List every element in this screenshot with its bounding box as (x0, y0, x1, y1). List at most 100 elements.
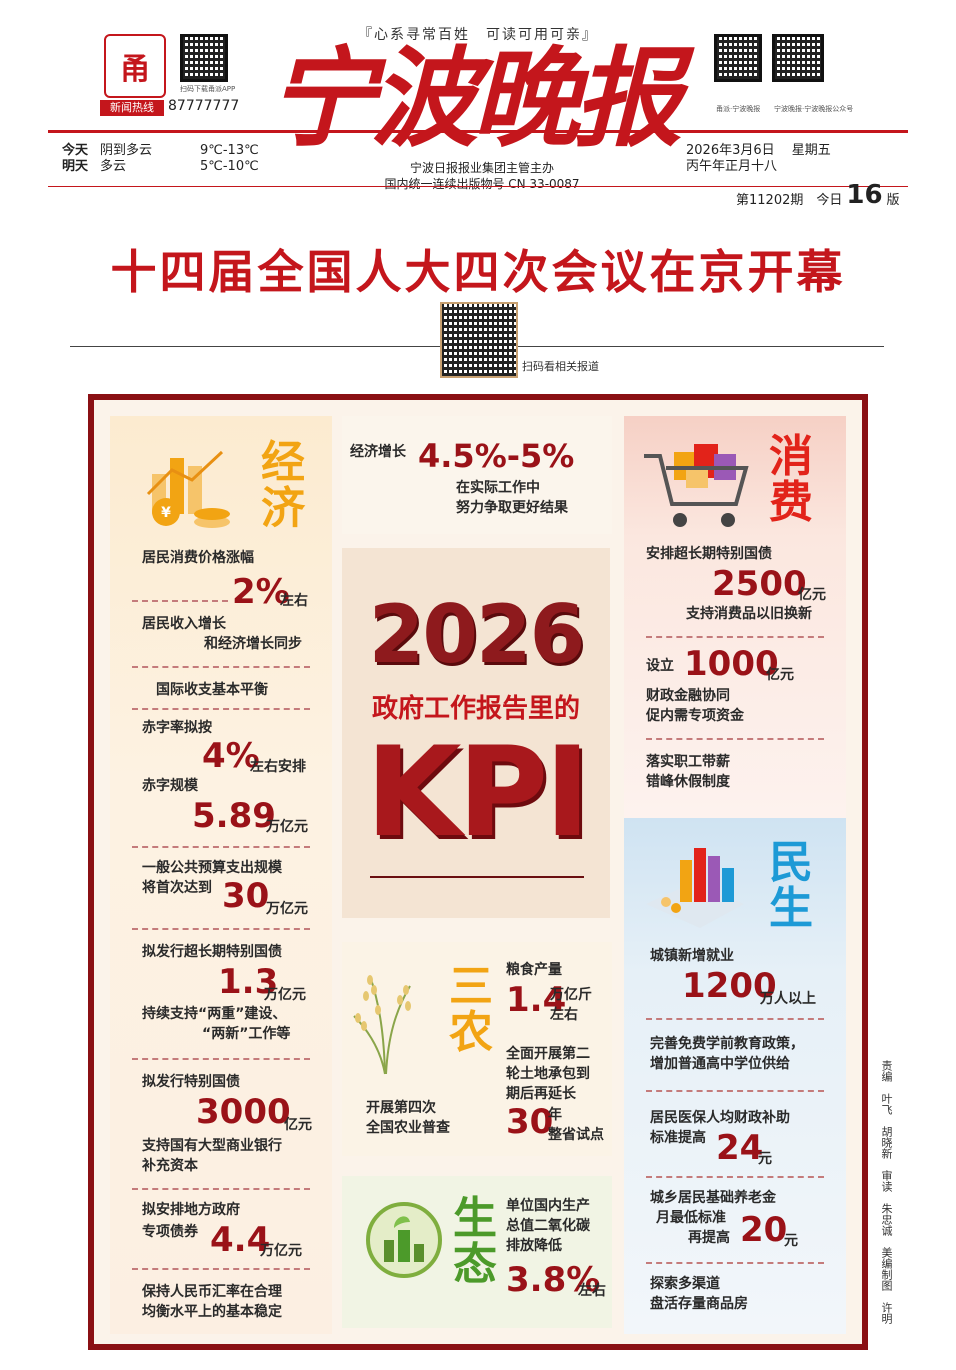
svg-text:¥: ¥ (161, 505, 171, 521)
economy-title: 经济 (261, 437, 305, 534)
deficit-rate-value: 4% (202, 736, 260, 776)
grain-value: 1.4 (506, 980, 567, 1020)
divider (132, 600, 228, 602)
budget-label: 一般公共预算支出规模 (142, 860, 282, 876)
fund-value: 1000 (684, 644, 779, 684)
growth-note: 在实际工作中 (456, 480, 540, 496)
tradein-bond-unit: 亿元 (798, 587, 826, 603)
editor-credits: 责编 叶飞 胡晓新 审读 朱忠诚 美编制图 许明 (880, 1060, 893, 1324)
pension-unit: 元 (784, 1233, 798, 1249)
weather-tomorrow: 明天 多云 5℃-10℃ (62, 159, 259, 175)
economy-panel (110, 416, 332, 1334)
divider (132, 708, 310, 710)
land-suffix: 整省试点 (548, 1127, 604, 1143)
pension-label: 城乡居民基础养老金 (650, 1190, 776, 1206)
weather-temp: 5℃-10℃ (200, 159, 259, 174)
qr-caption-2: 宁波晚报·宁波晚报公众号 (774, 105, 854, 113)
issue-info: 第11202期 今日 16 版 (736, 182, 900, 208)
jobs-value: 1200 (682, 966, 777, 1006)
fund-label-2: 促内需专项资金 (646, 708, 744, 724)
app-logo: 甬 (104, 34, 166, 98)
divider (646, 1090, 824, 1092)
income-label-2: 和经济增长同步 (204, 636, 302, 652)
weather-day: 今天 (62, 143, 89, 158)
issue-prefix: 第11202期 今日 (736, 193, 843, 208)
tradein-bond-label: 安排超长期特别国债 (646, 546, 772, 562)
weather-temp: 9℃-13℃ (200, 143, 259, 158)
divider (132, 846, 310, 848)
paper-name: 宁波晚报 (267, 36, 682, 162)
budget-unit: 万亿元 (266, 901, 308, 917)
qr-caption-1: 甬派·宁波晚报 (716, 105, 761, 113)
sannong-panel (342, 942, 612, 1156)
carbon-unit: 左右 (578, 1283, 606, 1299)
wechat-qr-code-1 (714, 34, 762, 82)
publisher-line: 宁波日报报业集团主管主办 (409, 161, 554, 175)
land-value: 30 (506, 1102, 554, 1142)
consumption-panel (624, 416, 846, 818)
medical-label: 居民医保人均财政补助 (650, 1110, 790, 1126)
budget-value: 30 (222, 876, 270, 916)
medical-label-2: 标准提高 (650, 1130, 706, 1146)
livelihood-title: 民生 (769, 837, 813, 934)
growth-panel (342, 416, 612, 534)
balance-label: 国际收支基本平衡 (156, 682, 268, 698)
land-unit: 年 (548, 1107, 562, 1123)
ecology-title: 生态 (453, 1193, 497, 1290)
ultra-bond-use: 持续支持“两重”建设、 (142, 1006, 287, 1022)
special-bond-label: 拟发行特别国债 (142, 1074, 240, 1090)
divider (132, 928, 310, 930)
ultra-bond-unit: 万亿元 (264, 987, 306, 1003)
land-label: 全面开展第二 (506, 1046, 590, 1062)
pension-label-2: 月最低标准 (656, 1210, 726, 1226)
fx-label: 保持人民币汇率在合理 (142, 1284, 282, 1300)
divider (132, 666, 310, 668)
masthead-rule (48, 130, 908, 133)
census-label-2: 全国农业普查 (366, 1120, 450, 1136)
tradein-bond-value: 2500 (712, 564, 807, 604)
deficit-rate-label: 赤字率拟按 (142, 720, 212, 736)
date: 2026年3月6日 (686, 143, 775, 158)
publisher-line: 国内统一连续出版物号 CN 33-0087 (384, 177, 580, 191)
ultra-bond-value: 1.3 (218, 962, 279, 1002)
fund-label: 财政金融协同 (646, 688, 730, 704)
publisher-info: 宁波日报报业集团主管主办 国内统一连续出版物号 CN 33-0087 (372, 160, 592, 192)
carbon-value: 3.8% (506, 1260, 601, 1300)
jobs-label: 城镇新增就业 (650, 948, 734, 964)
deficit-scale-unit: 万亿元 (266, 819, 308, 835)
divider (132, 1188, 310, 1190)
ultra-bond-label: 拟发行超长期特别国债 (142, 944, 282, 960)
education-label-2: 增加普通高中学位供给 (650, 1056, 790, 1072)
deficit-scale-label: 赤字规模 (142, 778, 198, 794)
jobs-unit: 万人以上 (760, 991, 816, 1007)
divider (646, 636, 824, 638)
divider (646, 1018, 824, 1020)
divider (646, 1262, 824, 1264)
report-qr-code (440, 302, 518, 378)
medical-unit: 元 (758, 1151, 772, 1167)
kpi-panel (342, 548, 610, 918)
medical-value: 24 (716, 1128, 764, 1168)
grain-suffix: 左右 (550, 1007, 578, 1023)
kpi-title: KPI (365, 721, 590, 865)
bar-chart-icon (646, 848, 744, 928)
divider (646, 1176, 824, 1178)
income-label: 居民收入增长 (142, 616, 226, 632)
divider (646, 738, 824, 740)
issue-suffix: 版 (886, 193, 900, 208)
leave-label-2: 错峰休假制度 (646, 774, 730, 790)
logo-mark: 甬 (120, 52, 150, 87)
carbon-label: 单位国内生产 (506, 1198, 590, 1214)
cpi-value: 2% (232, 572, 290, 612)
pension-label-3: 再提高 (688, 1230, 730, 1246)
tradein-use: 支持消费品以旧换新 (686, 606, 812, 622)
weather-condition: 阴到多云 (100, 143, 153, 158)
weather-today: 今天 阴到多云 9℃-13℃ (62, 143, 259, 159)
divider (132, 1268, 310, 1270)
local-bond-label: 拟安排地方政府 (142, 1202, 240, 1218)
cpi-unit: 左右 (280, 593, 308, 609)
green-city-icon (366, 1202, 442, 1278)
lunar-date: 丙午年正月十八 (686, 159, 778, 174)
consumption-title: 消费 (769, 431, 813, 528)
deficit-rate-unit: 左右安排 (250, 759, 306, 775)
